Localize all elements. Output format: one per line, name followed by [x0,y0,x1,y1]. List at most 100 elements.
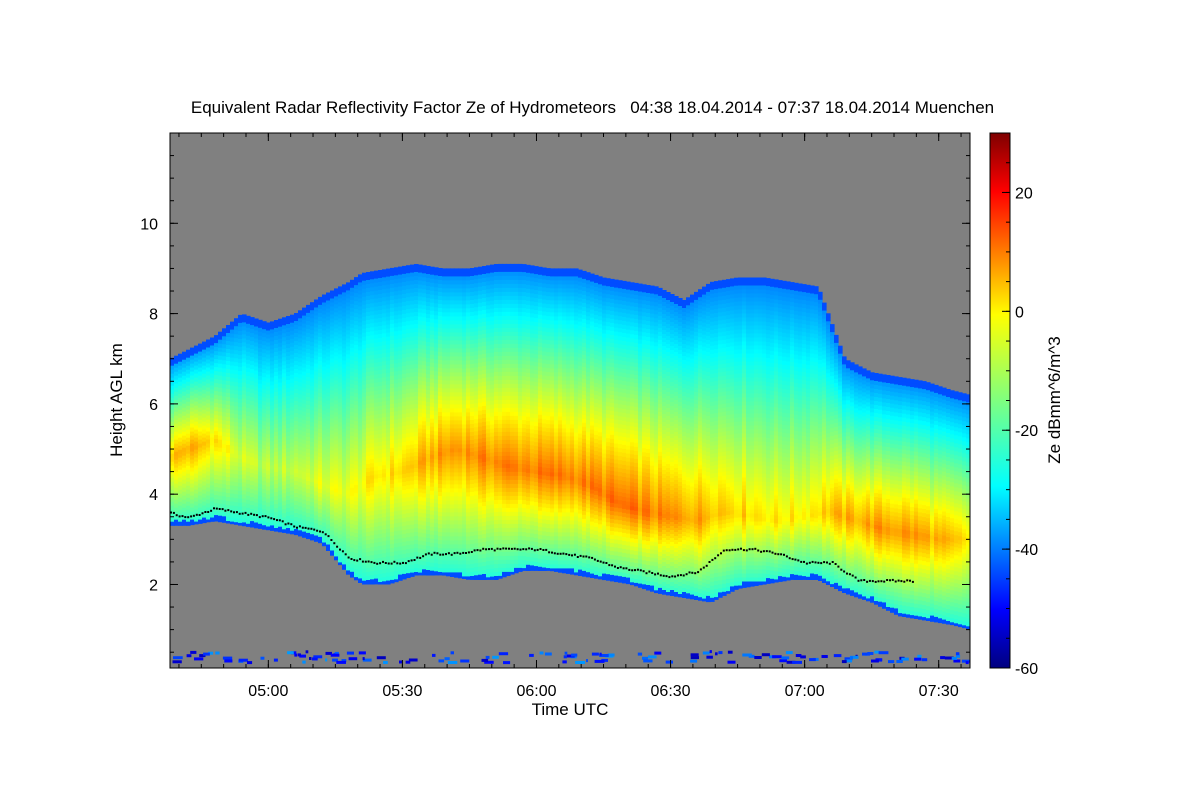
heatmap-cell [222,368,227,373]
heatmap-cell [342,532,347,537]
heatmap-cell [226,445,231,450]
heatmap-cell [402,289,407,295]
heatmap-cell [402,513,407,519]
heatmap-cell [402,357,407,363]
heatmap-cell [422,301,427,306]
heatmap-cell [434,459,439,464]
heatmap-cell [462,568,467,573]
heatmap-cell [470,416,475,421]
heatmap-cell [418,300,423,306]
heatmap-cell [278,318,283,324]
heatmap-cell [346,370,351,375]
heatmap-cell [422,405,427,410]
heatmap-cell [286,316,291,321]
heatmap-cell [462,576,467,579]
heatmap-cell [446,556,451,561]
heatmap-cell [326,476,331,481]
heatmap-cell [426,398,431,403]
heatmap-cell [362,420,367,426]
heatmap-cell [466,468,471,473]
heatmap-cell [170,393,175,399]
heatmap-cell [262,525,267,530]
heatmap-cell [410,524,415,530]
heatmap-cell [294,417,299,422]
heatmap-cell [438,448,443,453]
heatmap-cell [430,558,435,564]
heatmap-cell [334,332,339,337]
heatmap-cell [362,556,367,562]
heatmap-cell [246,367,251,373]
heatmap-cell [218,487,223,493]
heatmap-cell [418,276,423,282]
heatmap-cell [358,302,363,307]
heatmap-cell [362,280,367,286]
heatmap-cell [194,365,199,371]
heatmap-cell [186,381,191,387]
heatmap-cell [278,458,283,464]
heatmap-cell [262,485,267,490]
heatmap-cell [242,410,247,415]
heatmap-cell [402,409,407,415]
heatmap-cell [366,296,371,301]
heatmap-cell [374,294,379,300]
heatmap-cell [334,292,339,297]
heatmap-cell [254,450,259,455]
heatmap-cell [398,402,403,408]
heatmap-cell [234,474,239,479]
heatmap-cell [450,296,455,301]
heatmap-cell [354,361,359,366]
heatmap-cell [446,448,451,453]
heatmap-cell [222,336,227,341]
heatmap-cell [430,482,435,488]
heatmap-cell [226,513,231,518]
heatmap-cell [434,279,439,284]
heatmap-cell [294,485,299,490]
heatmap-cell [358,422,363,427]
heatmap-cell [306,480,311,486]
heatmap-cell [466,452,471,457]
heatmap-cell [282,317,287,322]
heatmap-column [326,292,331,551]
heatmap-cell [382,425,387,430]
heatmap-cell [330,478,335,483]
heatmap-cell [450,548,455,553]
heatmap-cell [454,276,459,281]
heatmap-cell [374,450,379,456]
heatmap-cell [214,387,219,392]
heatmap-cell [250,481,255,486]
heatmap-column [458,268,463,579]
heatmap-cell [454,576,459,578]
heatmap-cell [382,305,387,310]
heatmap-cell [250,449,255,454]
heatmap-cell [438,316,443,321]
heatmap-cell [254,326,259,331]
heatmap-cell [414,280,419,285]
heatmap-cell [394,295,399,300]
heatmap-cell [374,306,379,312]
heatmap-cell [246,463,251,469]
heatmap-cell [466,396,471,401]
heatmap-cell [346,490,351,495]
heatmap-cell [198,507,203,513]
heatmap-cell [294,329,299,334]
heatmap-cell [398,310,403,316]
heatmap-cell [378,482,383,487]
heatmap-cell [206,439,211,444]
heatmap-cell [422,569,427,574]
heatmap-cell [446,324,451,329]
heatmap-cell [234,394,239,399]
heatmap-cell [258,343,263,349]
heatmap-cell [446,356,451,361]
heatmap-cell [334,412,339,417]
heatmap-cell [378,282,383,287]
heatmap-cell [258,415,263,421]
heatmap-cell [322,386,327,391]
heatmap-cell [206,339,211,344]
heatmap-cell [422,541,427,546]
heatmap-cell [326,540,331,545]
heatmap-cell [446,396,451,401]
heatmap-cell [358,498,363,503]
heatmap-cell [422,305,427,310]
heatmap-cell [278,374,283,380]
heatmap-cell [406,537,411,542]
